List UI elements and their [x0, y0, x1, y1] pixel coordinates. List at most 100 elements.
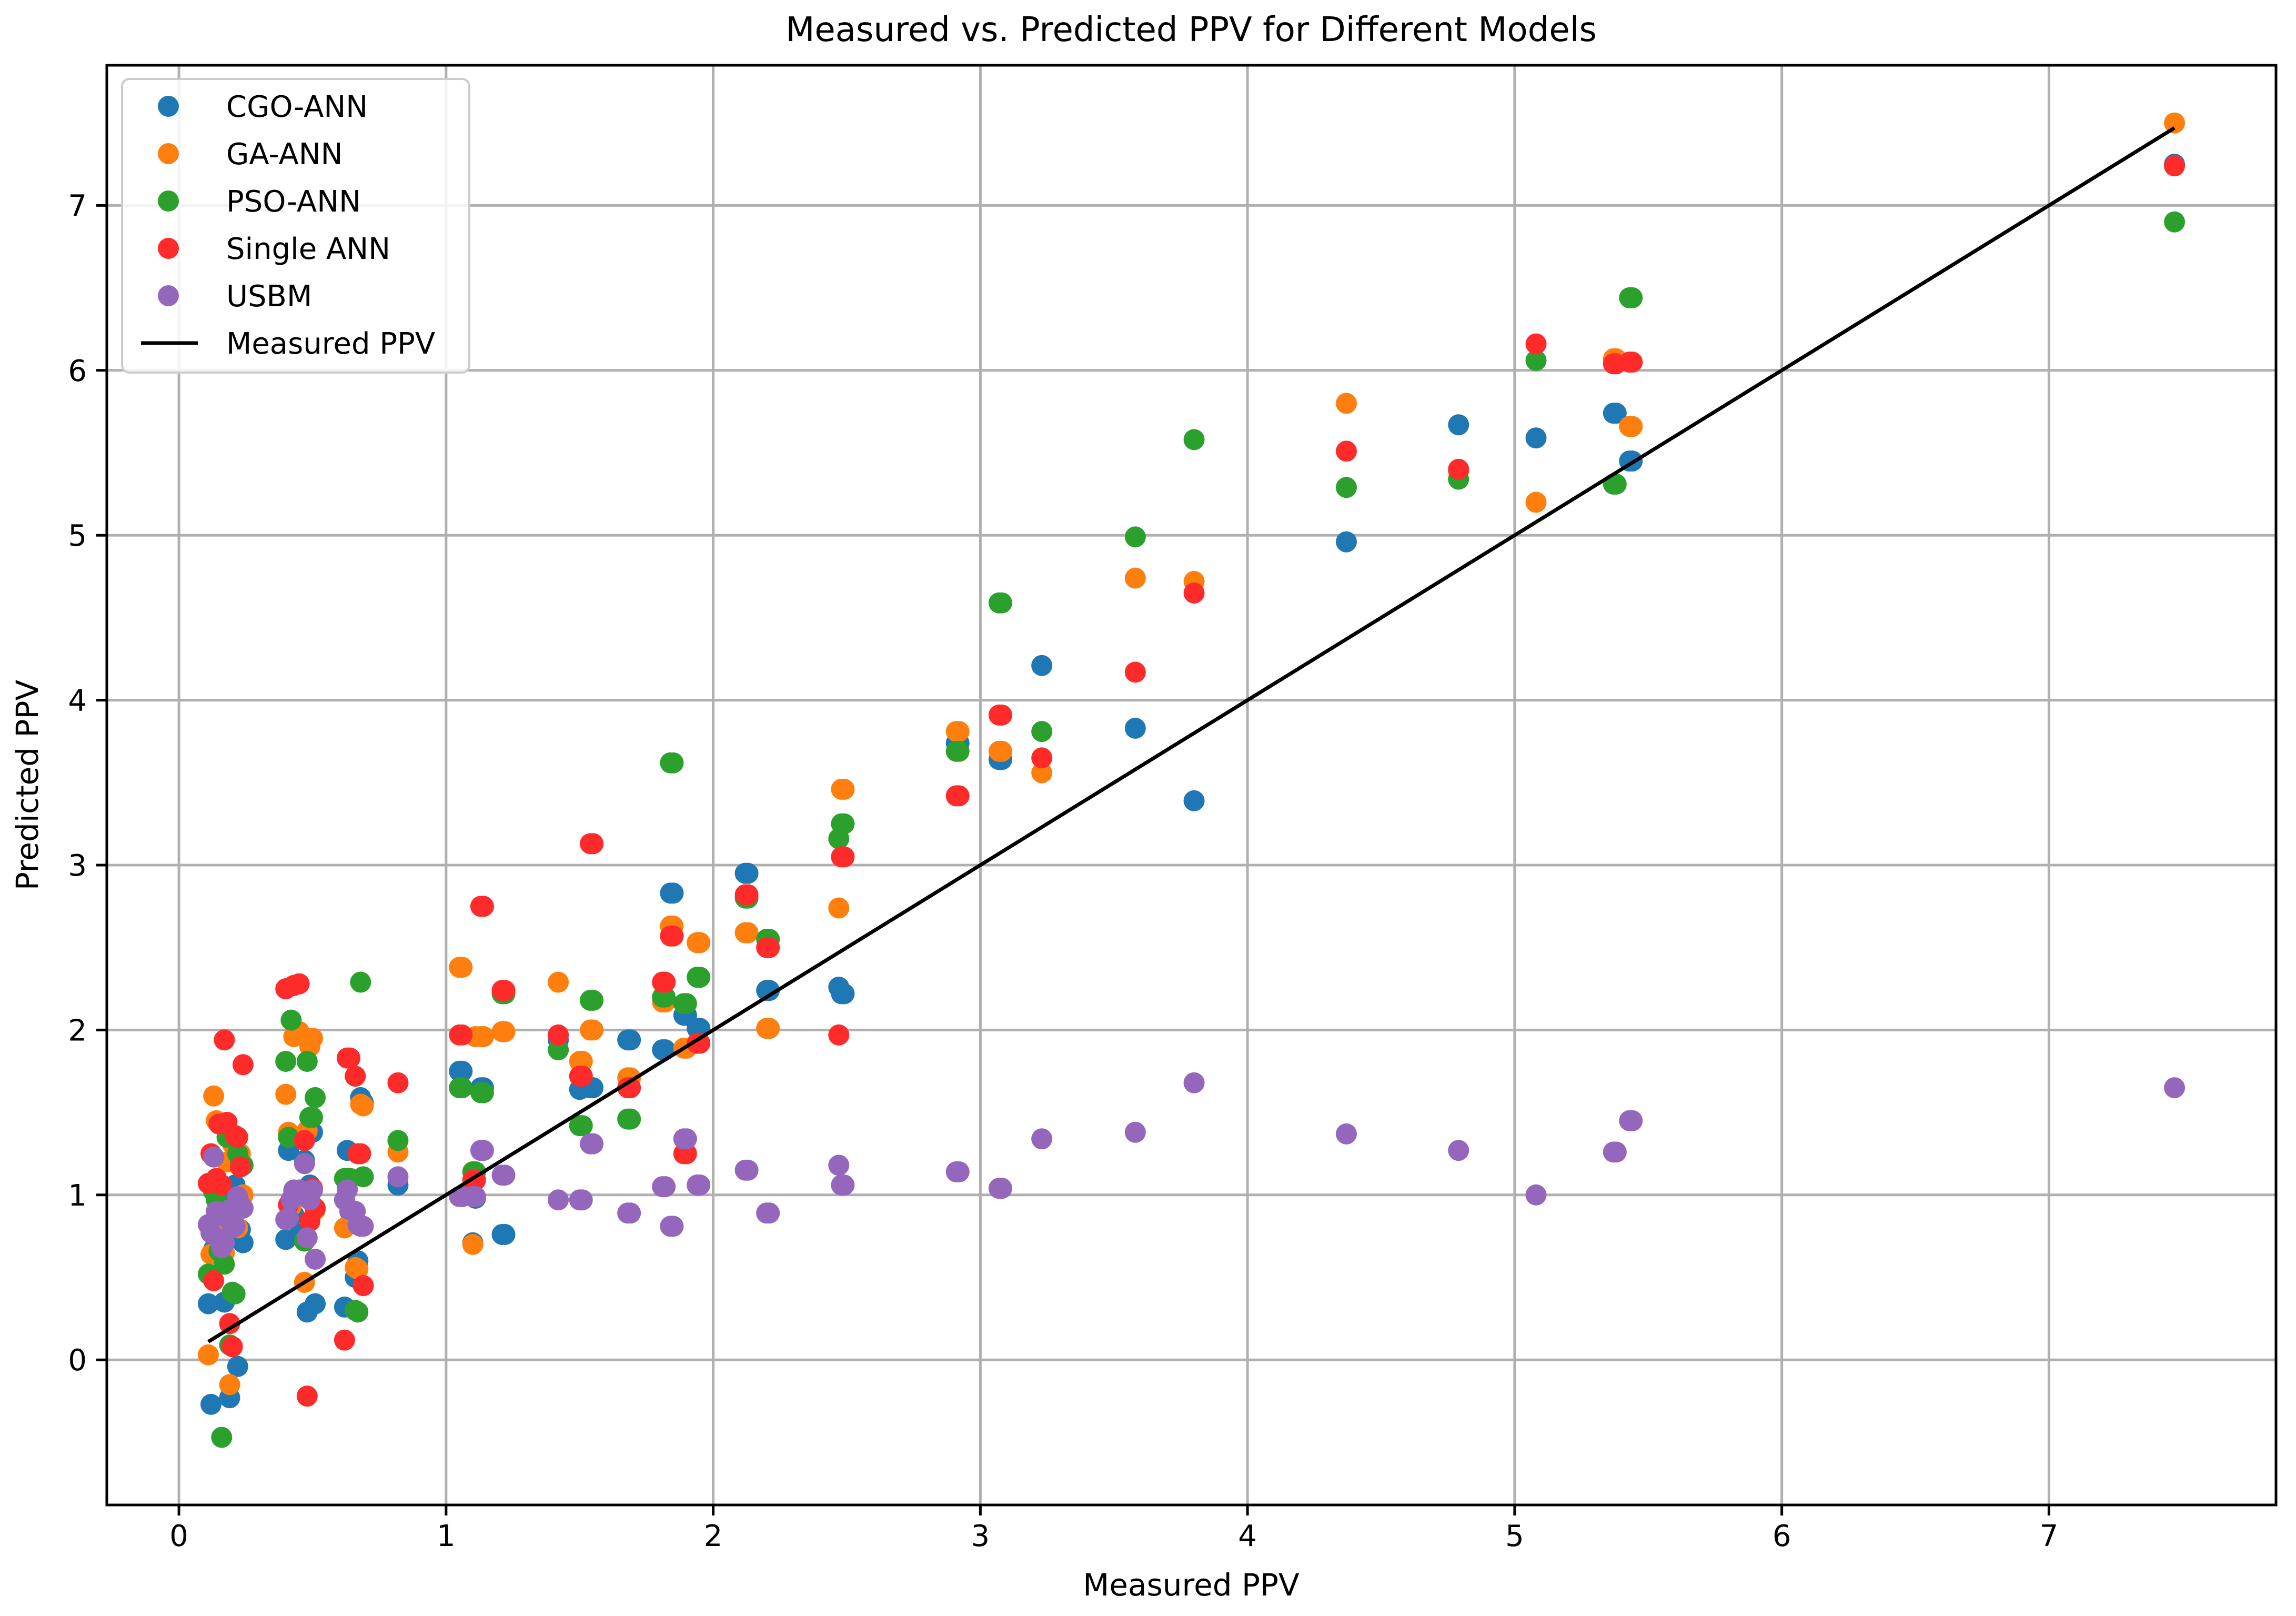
point-usbm [1031, 1128, 1053, 1150]
point-single-ann [203, 1270, 225, 1291]
point-usbm [465, 1186, 486, 1207]
point-single-ann [353, 1275, 374, 1297]
point-single-ann [219, 1313, 240, 1334]
point-usbm [278, 1207, 299, 1229]
point-ga-ann [2164, 112, 2186, 134]
point-ga-ann [759, 1018, 780, 1039]
point-ga-ann [347, 1258, 369, 1280]
point-usbm [654, 1176, 676, 1198]
point-usbm [828, 1155, 850, 1176]
point-cgo-ann [1031, 655, 1053, 676]
legend-label-ga-ann: GA-ANN [226, 137, 343, 172]
point-usbm [294, 1153, 315, 1175]
point-single-ann [232, 1054, 254, 1076]
point-usbm [1336, 1123, 1357, 1145]
point-single-ann [221, 1336, 243, 1358]
point-ga-ann [197, 1344, 219, 1366]
series-single-ann [197, 155, 2186, 1407]
point-single-ann [339, 1047, 361, 1069]
point-usbm [737, 1159, 759, 1181]
point-single-ann [334, 1329, 355, 1351]
point-cgo-ann [1605, 403, 1627, 424]
point-ga-ann [948, 721, 970, 742]
x-tick-label: 5 [1505, 1519, 1524, 1553]
point-cgo-ann [305, 1293, 326, 1314]
point-ga-ann [1336, 393, 1357, 414]
point-cgo-ann [759, 980, 780, 1001]
point-pso-ann [676, 993, 697, 1015]
point-single-ann [833, 846, 855, 868]
y-tick-label: 7 [68, 189, 87, 223]
legend-label-usbm: USBM [226, 279, 312, 314]
point-pso-ann [296, 1050, 318, 1072]
point-usbm [472, 1140, 494, 1161]
point-single-ann [211, 1175, 233, 1196]
point-pso-ann [278, 1127, 299, 1148]
point-usbm [203, 1146, 225, 1168]
point-pso-ann [571, 1115, 593, 1137]
point-cgo-ann [662, 882, 684, 904]
legend-marker-usbm [158, 285, 179, 306]
y-axis-label: Predicted PPV [9, 680, 45, 891]
point-usbm [620, 1202, 641, 1224]
point-single-ann [350, 1143, 371, 1165]
y-tick-label: 1 [68, 1179, 87, 1213]
point-single-ann [1124, 661, 1146, 683]
point-pso-ann [301, 1107, 323, 1128]
point-pso-ann [620, 1108, 641, 1130]
point-ga-ann [219, 1374, 240, 1396]
point-pso-ann [991, 592, 1012, 614]
point-usbm [582, 1133, 604, 1155]
point-cgo-ann [833, 983, 855, 1005]
point-ga-ann [833, 778, 855, 800]
point-pso-ann [1031, 721, 1053, 742]
y-tick-label: 0 [68, 1343, 87, 1378]
point-cgo-ann [1525, 427, 1547, 449]
point-ga-ann [1622, 416, 1643, 437]
point-single-ann [948, 785, 970, 807]
point-usbm [689, 1175, 711, 1196]
point-cgo-ann [227, 1356, 248, 1377]
point-pso-ann [347, 1301, 369, 1323]
point-single-ann [229, 1156, 251, 1178]
chart-title: Measured vs. Predicted PPV for Different… [786, 11, 1597, 49]
point-ga-ann [275, 1083, 297, 1105]
point-ga-ann [451, 957, 473, 978]
point-single-ann [662, 925, 684, 947]
point-single-ann [654, 971, 676, 993]
measured-ppv-line [207, 126, 2176, 1343]
point-single-ann [828, 1024, 850, 1046]
x-axis-label: Measured PPV [1083, 1567, 1300, 1603]
point-single-ann [294, 1130, 315, 1151]
point-usbm [1183, 1072, 1205, 1093]
point-single-ann [296, 1386, 318, 1407]
point-single-ann [1622, 352, 1643, 373]
point-usbm [296, 1227, 318, 1249]
y-tick-label: 2 [68, 1013, 87, 1048]
point-single-ann [1525, 333, 1547, 355]
point-usbm [676, 1128, 697, 1150]
point-single-ann [1183, 582, 1205, 604]
point-pso-ann [451, 1077, 473, 1099]
point-pso-ann [387, 1130, 409, 1151]
point-usbm [232, 1197, 254, 1219]
x-tick-label: 0 [169, 1519, 188, 1553]
x-tick-label: 7 [2040, 1519, 2059, 1553]
point-cgo-ann [1124, 717, 1146, 739]
point-cgo-ann [1448, 414, 1469, 436]
point-single-ann [227, 1127, 248, 1148]
point-ga-ann [203, 1085, 225, 1107]
point-usbm [1622, 1110, 1643, 1131]
point-pso-ann [280, 1009, 302, 1031]
point-ga-ann [1031, 762, 1053, 784]
point-cgo-ann [620, 1029, 641, 1051]
point-single-ann [494, 980, 516, 1001]
legend: CGO-ANN GA-ANN PSO-ANN Single ANN USBM Measur… [121, 78, 470, 374]
y-tick-label: 3 [68, 849, 87, 883]
point-usbm [387, 1166, 409, 1188]
series-cgo-ann [197, 154, 2186, 1415]
point-pso-ann [211, 1427, 233, 1448]
point-usbm [662, 1216, 684, 1237]
